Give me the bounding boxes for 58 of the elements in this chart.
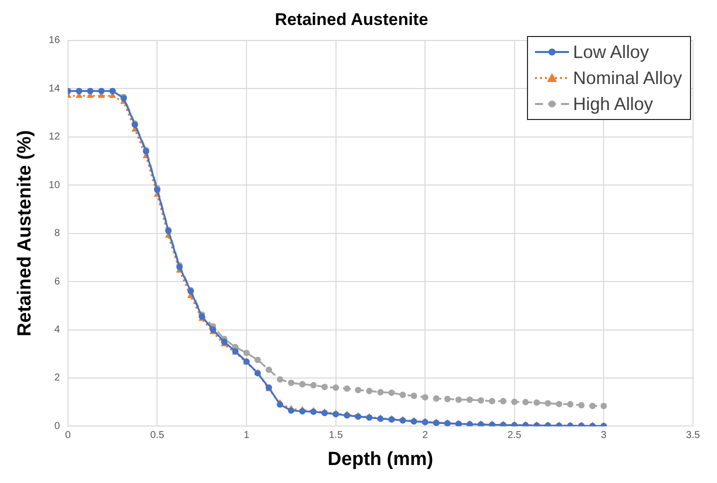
point (344, 385, 350, 392)
point (589, 402, 596, 410)
point (511, 398, 518, 406)
point (466, 396, 473, 403)
point (567, 401, 574, 408)
point (488, 398, 496, 404)
point (455, 396, 462, 403)
point (243, 350, 250, 356)
y-tick-label: 10 (48, 180, 60, 191)
legend-label: Low Alloy (573, 42, 650, 63)
legend-label: High Alloy (573, 94, 654, 115)
x-tick-label: 3.5 (686, 430, 700, 441)
y-tick-label: 14 (48, 83, 60, 94)
point (534, 399, 540, 406)
point (556, 400, 562, 408)
point (478, 397, 484, 404)
x-tick-label: 1 (244, 430, 250, 441)
point (600, 402, 607, 410)
x-tick-label: 0.5 (150, 430, 165, 441)
point (433, 395, 440, 402)
point (299, 381, 306, 388)
x-tick-label: 2.5 (507, 430, 522, 441)
point (522, 398, 529, 406)
point (544, 400, 552, 406)
x-tick-label: 0 (65, 430, 72, 441)
y-tick-label: 2 (54, 372, 60, 384)
point (410, 392, 418, 400)
y-axis-title: Retained Austenite (%) (14, 130, 36, 336)
point (354, 386, 362, 394)
point (276, 401, 284, 408)
point (288, 407, 294, 414)
x-tick-label: 3 (600, 430, 607, 441)
point (377, 389, 384, 396)
point (310, 382, 317, 388)
x-tick-label: 2 (422, 430, 428, 441)
y-tick-label: 6 (54, 276, 60, 288)
point (321, 384, 328, 390)
point (400, 392, 406, 398)
point (500, 398, 506, 404)
point (266, 366, 272, 373)
point (366, 388, 372, 394)
point (254, 356, 261, 364)
legend-label: Nominal Alloy (573, 68, 682, 89)
x-tick-label: 1.5 (328, 430, 344, 441)
point (276, 376, 284, 383)
point (332, 384, 340, 391)
point (388, 389, 395, 396)
x-axis-title: Depth (mm) (328, 448, 434, 470)
point (422, 394, 428, 400)
y-tick-label: 0 (54, 420, 60, 432)
y-tick-label: 4 (54, 324, 60, 336)
y-tick-label: 16 (48, 35, 60, 46)
point (444, 396, 451, 402)
chart-title: Retained Austenite (274, 10, 428, 29)
y-tick-label: 12 (48, 132, 60, 143)
point (578, 402, 585, 408)
point (288, 380, 294, 386)
y-tick-label: 8 (54, 228, 60, 240)
